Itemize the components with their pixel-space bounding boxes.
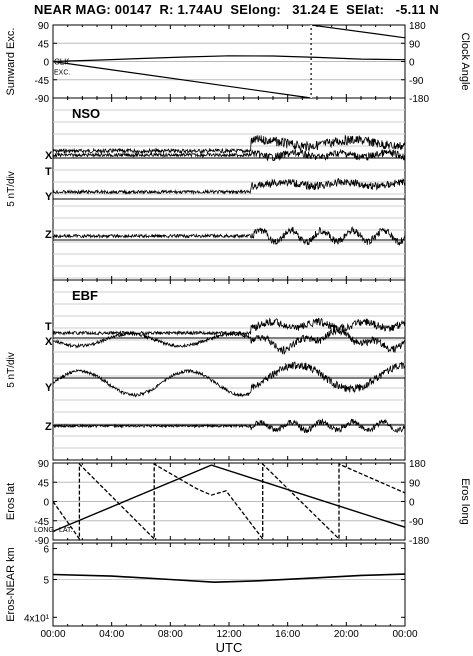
- trace-nso-t: [52, 134, 406, 155]
- trace-label-t: T: [45, 166, 52, 178]
- y-tick-label-left: 0: [43, 58, 49, 69]
- panel-frame-range: [52, 542, 406, 627]
- trace-nso-z: [52, 225, 406, 246]
- axis-ticks: [52, 24, 406, 626]
- data-traces: [52, 24, 406, 584]
- y-tick-label-left: 5: [43, 575, 49, 586]
- y-tick-label-left: -90: [35, 94, 50, 105]
- y-tick-label-right: 0: [409, 498, 415, 509]
- trace-nso-y: [52, 178, 406, 196]
- y-tick-label-right: -180: [409, 94, 429, 105]
- y-axis-label-ebf: 5 nT/div: [6, 352, 17, 388]
- trace-label-x: X: [45, 150, 53, 162]
- y-tick-label-right: 0: [409, 58, 415, 69]
- x-tick-label: 08:00: [158, 629, 183, 640]
- panel-frame-nso: [52, 97, 406, 281]
- y-tick-label-right: 90: [409, 39, 421, 50]
- y-tick-label-right: -90: [409, 517, 424, 528]
- x-tick-label: 12:00: [216, 629, 241, 640]
- annotation-clk: CLK: [54, 58, 70, 67]
- trace-label-z: Z: [45, 229, 52, 241]
- panel-frame-ebf: [52, 279, 406, 461]
- x-tick-label: 16:00: [275, 629, 300, 640]
- x-tick-label: 20:00: [334, 629, 359, 640]
- gridlines: [53, 42, 405, 580]
- annotation-lat: LAT.: [59, 527, 73, 534]
- x-tick-label: 04:00: [99, 629, 124, 640]
- y-tick-label-left: -45: [35, 517, 50, 528]
- y-tick-label-right: 90: [409, 478, 421, 489]
- y-axis-label-right: Eros long: [459, 478, 471, 524]
- y-tick-label-left: 90: [38, 459, 50, 470]
- y-tick-label-right: -90: [409, 76, 424, 87]
- y-axis-label-left: Sunward Exc.: [5, 28, 17, 96]
- annotation-long: LONG.: [34, 527, 56, 534]
- y-tick-label-left: 6: [43, 545, 49, 556]
- trace-nso-x: [52, 148, 406, 162]
- y-tick-label-left: 45: [38, 478, 50, 489]
- y-tick-label-left: 45: [38, 39, 50, 50]
- y-tick-label-left: 0: [43, 498, 49, 509]
- series-range-line: [52, 573, 406, 584]
- y-tick-label-left: 90: [38, 21, 50, 32]
- y-tick-label-right: 180: [409, 21, 426, 32]
- trace-label-y: Y: [45, 191, 53, 203]
- trace-ebf-t: [52, 317, 406, 337]
- y-tick-label-left: 4x10¹: [24, 613, 50, 624]
- y-tick-label-right: -180: [409, 536, 429, 547]
- panel-label-nso: NSO: [72, 106, 100, 121]
- axis-labels: 00:00 04:00 08:00 12:00 16:00 20:00 00:00 UTC 90…: [5, 21, 471, 655]
- panel-label-ebf: EBF: [72, 288, 98, 303]
- y-tick-label-left: -45: [35, 76, 50, 87]
- series-long-line: [52, 462, 406, 541]
- trace-label-y: Y: [45, 382, 53, 394]
- y-axis-label-right: Clock Angle: [459, 32, 471, 90]
- x-axis-label: UTC: [216, 640, 243, 655]
- x-tick-label: 00:00: [392, 629, 417, 640]
- y-axis-label-nso: 5 nT/div: [6, 171, 17, 207]
- y-tick-label-right: 180: [409, 459, 426, 470]
- y-axis-label-range: Eros-NEAR km: [5, 547, 17, 622]
- y-tick-label-left: -90: [35, 536, 50, 547]
- trace-label-x: X: [45, 336, 53, 348]
- trace-ebf-y: [52, 361, 406, 398]
- trace-ebf-z: [52, 417, 406, 434]
- plot-title: NEAR MAG: 00147 R: 1.74AU SElong: 31.24 …: [34, 2, 439, 17]
- x-tick-label: 00:00: [40, 629, 65, 640]
- trace-label-z: Z: [45, 421, 52, 433]
- series-lat-line: [52, 464, 406, 533]
- annotation-exc: EXC.: [54, 70, 70, 77]
- y-axis-label-left: Eros lat: [5, 483, 17, 520]
- series-exc-line: [52, 55, 406, 63]
- trace-ebf-x: [52, 325, 406, 356]
- trace-label-t: T: [45, 321, 52, 333]
